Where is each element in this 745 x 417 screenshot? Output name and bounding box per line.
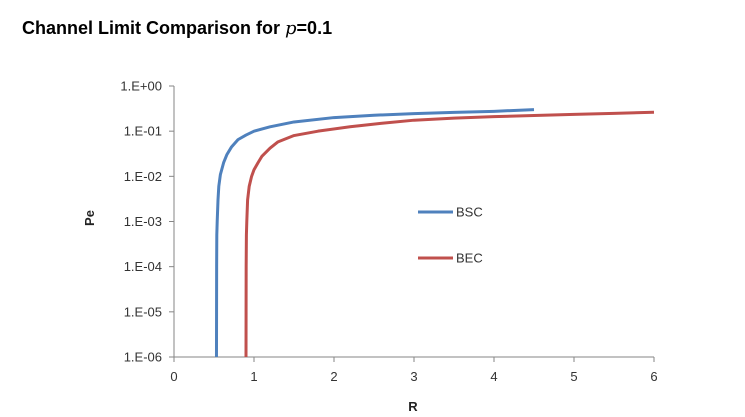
y-tick-label: 1.E-01 (124, 124, 162, 139)
x-tick-label: 4 (490, 369, 497, 384)
chart-title-suffix: =0.1 (296, 18, 333, 38)
axes (169, 85, 655, 362)
chart-title-prefix: Channel Limit Comparison for (22, 18, 286, 38)
legend-item-bec: BEC (418, 251, 483, 266)
series-line-bsc (214, 108, 535, 358)
series-lines (214, 108, 655, 358)
y-tick-label: 1.E-04 (124, 259, 162, 274)
chart-title: Channel Limit Comparison for p=0.1 (22, 18, 332, 39)
legend-item-bsc: BSC (418, 205, 483, 220)
x-tick-label: 5 (570, 369, 577, 384)
legend-label: BSC (456, 205, 483, 220)
x-tick-label: 6 (650, 369, 657, 384)
legend: BSC BEC (418, 205, 483, 266)
x-tick-label: 2 (330, 369, 337, 384)
tick-labels: 0 1 2 3 4 5 6 1.E+00 1.E-01 1.E-02 1.E-03 1.E-04 1.E… (120, 79, 657, 385)
x-tick-label: 3 (410, 369, 417, 384)
y-tick-label: 1.E-03 (124, 214, 162, 229)
legend-label: BEC (456, 251, 483, 266)
y-tick-label: 1.E-06 (124, 350, 162, 365)
y-tick-label: 1.E+00 (120, 79, 162, 94)
y-tick-label: 1.E-02 (124, 169, 162, 184)
x-tick-label: 0 (170, 369, 177, 384)
series-line-bec (244, 110, 655, 358)
y-axis-label: Pe (82, 210, 97, 226)
x-tick-label: 1 (250, 369, 257, 384)
x-axis-label: R (408, 399, 418, 414)
y-tick-label: 1.E-05 (124, 304, 162, 319)
chart-title-variable: p (285, 18, 297, 39)
